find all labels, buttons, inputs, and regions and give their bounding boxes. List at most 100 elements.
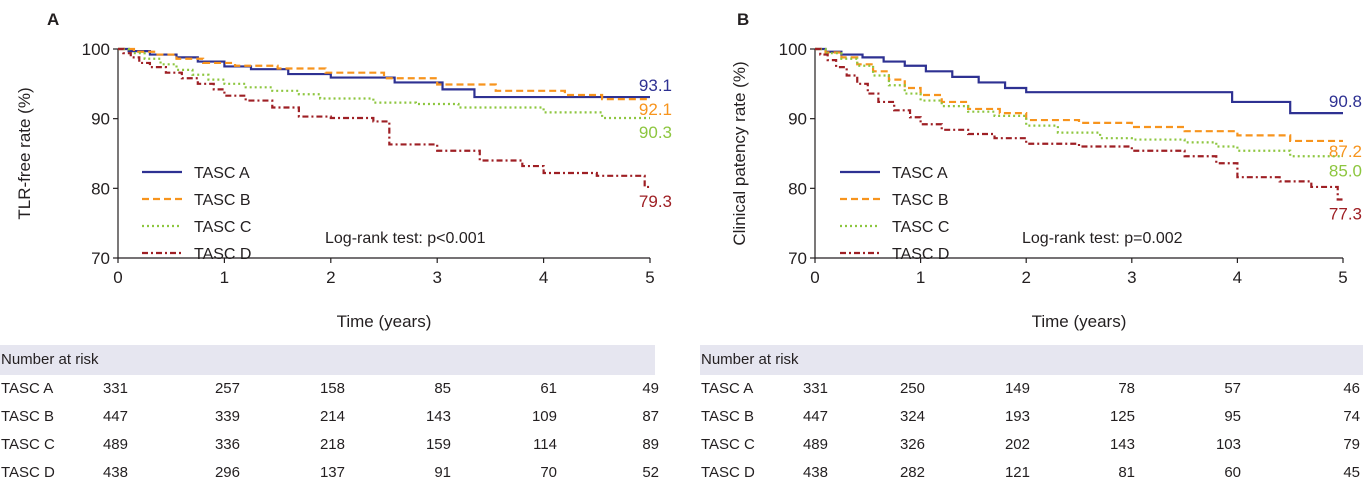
risk-cell: 52 [642,464,659,481]
risk-row: TASC B 447 339 214 143 109 87 [0,403,659,431]
risk-cell: 121 [1004,464,1030,481]
risk-cell: 149 [1004,380,1030,397]
risk-cell: 326 [899,436,925,453]
y-tick-label: 90 [91,110,110,129]
x-tick-label: 0 [113,268,122,287]
risk-cell: 143 [425,408,451,425]
risk-cell: 257 [214,380,240,397]
y-tick-label: 100 [82,40,110,59]
risk-cell: 438 [102,464,128,481]
x-tick-label: 2 [326,268,335,287]
risk-cell: 57 [1224,380,1241,397]
x-tick-label: 3 [1127,268,1136,287]
risk-cell: 137 [319,464,345,481]
risk-cell: 95 [1224,408,1241,425]
risk-row-label: TASC D [701,464,755,481]
series-end-label: 93.1 [639,76,672,95]
risk-cell: 60 [1224,464,1241,481]
risk-row-label: TASC C [1,436,55,453]
risk-cell: 158 [319,380,345,397]
series-end-label: 87.2 [1329,142,1362,161]
risk-cell: 81 [1118,464,1135,481]
log-rank-annotation: Log-rank test: p<0.001 [325,230,486,247]
risk-cell: 114 [533,436,557,453]
series-line-tasc-b [815,47,1343,143]
risk-cell: 143 [1109,436,1135,453]
legend-label: TASC A [892,165,948,182]
legend-label: TASC C [892,219,949,236]
risk-cell: 282 [899,464,925,481]
risk-cell: 79 [1343,436,1360,453]
risk-cell: 296 [214,464,240,481]
risk-table-a: Number at risk TASC A 331 257 158 85 61 49 TASC… [0,345,659,487]
risk-cell: 324 [899,408,925,425]
risk-cell: 78 [1118,380,1135,397]
x-tick-label: 1 [916,268,925,287]
risk-row-label: TASC B [701,408,755,425]
series-line-tasc-b [118,47,650,101]
risk-cell: 218 [319,436,345,453]
legend-label: TASC B [194,192,251,209]
risk-cell: 103 [1215,436,1241,453]
risk-table-header: Number at risk [0,345,655,375]
risk-cell: 49 [642,380,659,397]
y-tick-label: 90 [788,110,807,129]
risk-cell: 250 [899,380,925,397]
legend-label: TASC B [892,192,949,209]
risk-cell: 85 [434,380,451,397]
risk-cell: 87 [642,408,659,425]
y-tick-label: 70 [788,249,807,268]
y-axis-title: TLR-free rate (%) [15,87,34,219]
risk-row: TASC D 438 282 121 81 60 45 [700,459,1363,487]
risk-row-label: TASC A [701,380,754,397]
panel-b: B 70 80 90 100 0 1 2 3 4 5 Time (years) Clinical pa… [700,0,1363,490]
series-line-tasc-c [118,47,650,120]
x-tick-label: 3 [432,268,441,287]
risk-cell: 159 [425,436,451,453]
risk-row: TASC C 489 336 218 159 114 89 [0,431,659,459]
risk-cell: 489 [802,436,828,453]
series-line-tasc-c [815,47,1343,158]
y-axis-title: Clinical patency rate (%) [730,61,749,245]
risk-cell: 438 [802,464,828,481]
y-tick-label: 80 [91,179,110,198]
risk-cell: 61 [540,380,557,397]
risk-row-label: TASC C [701,436,755,453]
risk-row: TASC D 438 296 137 91 70 52 [0,459,659,487]
legend-label: TASC D [892,246,949,263]
y-tick-label: 80 [788,179,807,198]
risk-cell: 89 [642,436,659,453]
risk-cell: 70 [540,464,557,481]
x-tick-label: 2 [1021,268,1030,287]
y-tick-label: 100 [779,40,807,59]
x-tick-label: 5 [1338,268,1347,287]
series-end-label: 85.0 [1329,161,1362,180]
x-axis-title: Time (years) [337,312,432,331]
series-line-tasc-d [118,47,650,189]
risk-cell: 331 [802,380,828,397]
panel-a: A 70 80 90 100 0 1 2 3 4 5 Time (years) TLR-free ra… [0,0,672,490]
risk-cell: 214 [319,408,345,425]
km-plot-b: 70 80 90 100 0 1 2 3 4 5 Time (years) Clinical pate… [730,40,1362,331]
panel-label: A [47,10,60,29]
risk-cell: 193 [1004,408,1030,425]
risk-cell: 447 [102,408,128,425]
risk-table-header: Number at risk [700,345,1363,375]
y-tick-label: 70 [91,249,110,268]
risk-cell: 339 [214,408,240,425]
x-tick-label: 4 [539,268,548,287]
legend-label: TASC C [194,219,251,236]
x-tick-label: 1 [220,268,229,287]
series-line-tasc-a [118,47,650,99]
risk-cell: 46 [1343,380,1360,397]
risk-table-b: Number at risk TASC A 331 250 149 78 57 46 TASC… [700,345,1363,487]
series-end-label: 77.3 [1329,204,1362,223]
risk-cell: 336 [214,436,240,453]
series-end-label: 90.8 [1329,92,1362,111]
series-end-label: 79.3 [639,192,672,211]
risk-cell: 91 [434,464,451,481]
risk-row: TASC A 331 257 158 85 61 49 [0,375,659,403]
risk-cell: 202 [1004,436,1030,453]
x-tick-label: 4 [1233,268,1242,287]
risk-row: TASC C 489 326 202 143 103 79 [700,431,1363,459]
